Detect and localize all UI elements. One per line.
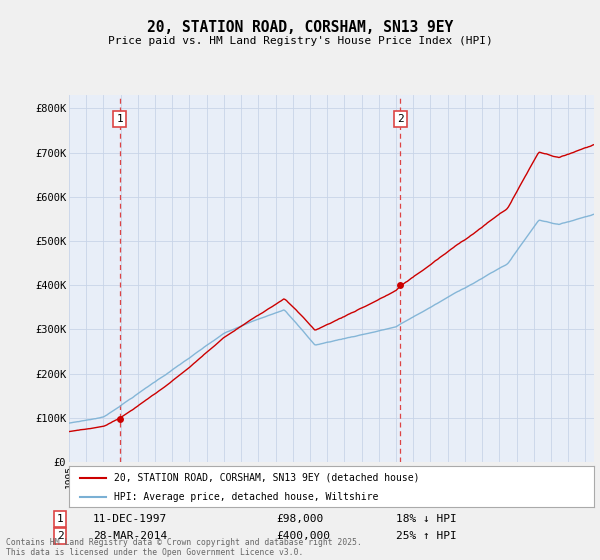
Text: £400,000: £400,000 <box>276 531 330 541</box>
Text: 20, STATION ROAD, CORSHAM, SN13 9EY (detached house): 20, STATION ROAD, CORSHAM, SN13 9EY (det… <box>113 473 419 483</box>
Text: 18% ↓ HPI: 18% ↓ HPI <box>396 514 457 524</box>
Text: Contains HM Land Registry data © Crown copyright and database right 2025.
This d: Contains HM Land Registry data © Crown c… <box>6 538 362 557</box>
Text: Price paid vs. HM Land Registry's House Price Index (HPI): Price paid vs. HM Land Registry's House … <box>107 36 493 46</box>
Text: 20, STATION ROAD, CORSHAM, SN13 9EY: 20, STATION ROAD, CORSHAM, SN13 9EY <box>147 20 453 35</box>
Text: HPI: Average price, detached house, Wiltshire: HPI: Average price, detached house, Wilt… <box>113 492 378 502</box>
Text: 11-DEC-1997: 11-DEC-1997 <box>93 514 167 524</box>
Text: 1: 1 <box>116 114 123 124</box>
Text: 2: 2 <box>397 114 404 124</box>
Text: 1: 1 <box>56 514 64 524</box>
Text: 2: 2 <box>56 531 64 541</box>
Text: 25% ↑ HPI: 25% ↑ HPI <box>396 531 457 541</box>
Text: £98,000: £98,000 <box>276 514 323 524</box>
Text: 28-MAR-2014: 28-MAR-2014 <box>93 531 167 541</box>
